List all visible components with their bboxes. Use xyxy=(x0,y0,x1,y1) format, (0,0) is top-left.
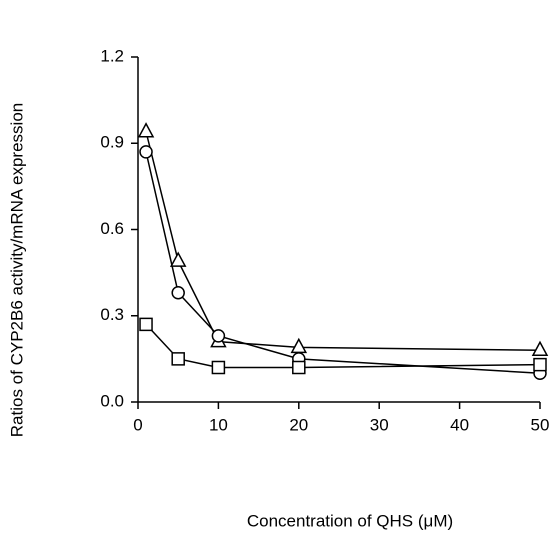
marker-square xyxy=(533,357,547,372)
y-tick-label: 1.2 xyxy=(100,46,124,65)
marker-circle xyxy=(139,145,153,159)
x-tick-label: 30 xyxy=(370,415,389,434)
x-tick-label: 10 xyxy=(209,415,228,434)
y-tick-label: 0.0 xyxy=(100,391,124,410)
x-tick-label: 50 xyxy=(531,415,550,434)
marker-circle xyxy=(211,329,226,343)
x-axis-label: Concentration of QHS (μM) xyxy=(247,511,453,530)
marker-circle xyxy=(171,286,185,300)
x-tick-label: 20 xyxy=(289,415,308,434)
x-tick-label: 0 xyxy=(133,415,142,434)
marker-square xyxy=(171,352,185,366)
x-tick-label: 40 xyxy=(450,415,469,434)
y-tick-label: 0.3 xyxy=(100,305,124,324)
marker-square xyxy=(139,317,153,332)
marker-triangle xyxy=(531,340,549,356)
marker-square xyxy=(211,360,226,375)
marker-triangle xyxy=(137,122,155,138)
y-tick-label: 0.9 xyxy=(100,133,124,152)
marker-triangle xyxy=(290,337,308,354)
series-line xyxy=(145,131,541,351)
series-line xyxy=(145,151,541,374)
marker-triangle xyxy=(169,251,187,267)
y-tick-label: 0.6 xyxy=(100,219,124,238)
marker-square xyxy=(292,360,306,375)
y-axis-label: Ratios of CYP2B6 activity/mRNA expressio… xyxy=(7,103,26,437)
